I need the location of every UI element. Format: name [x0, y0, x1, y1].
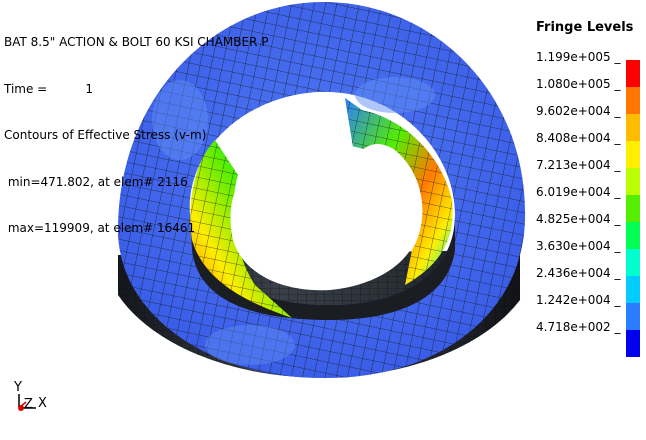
legend-level-label: 4.718e+002 _	[536, 320, 621, 334]
triad-z-label: Z	[24, 397, 33, 412]
legend-color-swatch	[626, 114, 640, 141]
legend-color-swatch	[626, 330, 640, 357]
stress-lug-right	[345, 98, 453, 285]
legend-color-swatch	[626, 276, 640, 303]
legend-color-swatch	[626, 303, 640, 330]
max-readout: max=119909, at elem# 16461	[4, 221, 196, 235]
legend-level-label: 2.436e+004 _	[536, 266, 621, 280]
legend-level-label: 6.019e+004 _	[536, 185, 621, 199]
legend-color-swatch	[626, 87, 640, 114]
legend-color-swatch	[626, 60, 640, 87]
legend-color-swatch	[626, 195, 640, 222]
triad-y-label: Y	[14, 380, 22, 395]
legend-level-label: 9.602e+004 _	[536, 104, 621, 118]
axis-triad-icon: Y Z X	[10, 380, 60, 420]
stress-lug-left	[190, 140, 292, 318]
contour-label: Contours of Effective Stress (v-m)	[4, 128, 207, 142]
legend-color-swatch	[626, 168, 640, 195]
legend-level-label: 8.408e+004 _	[536, 131, 621, 145]
legend-level-label: 4.825e+004 _	[536, 212, 621, 226]
time-readout: Time = 1	[4, 81, 94, 96]
min-readout: min=471.802, at elem# 2116	[4, 174, 188, 189]
legend-level-label: 1.199e+005 _	[536, 50, 621, 64]
legend-color-swatch	[626, 249, 640, 276]
legend-level-label: 1.080e+005 _	[536, 77, 621, 91]
triad-x-label: X	[38, 396, 47, 411]
legend-title: Fringe Levels	[536, 20, 634, 35]
bore-opening	[230, 143, 421, 291]
model-title: BAT 8.5" ACTION & BOLT 60 KSI CHAMBER P	[4, 35, 269, 49]
legend-level-label: 1.242e+004 _	[536, 293, 621, 307]
legend-level-label: 7.213e+004 _	[536, 158, 621, 172]
legend-color-swatch	[626, 222, 640, 249]
info-overlay: BAT 8.5" ACTION & BOLT 60 KSI CHAMBER P …	[4, 4, 268, 252]
legend-level-label: 3.630e+004 _	[536, 239, 621, 253]
legend-color-swatch	[626, 141, 640, 168]
